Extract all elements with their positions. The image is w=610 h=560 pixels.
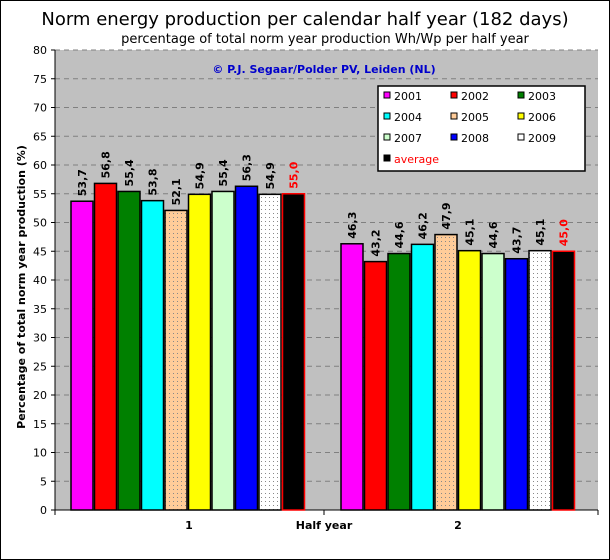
legend-label-2001: 2001 bbox=[394, 90, 422, 103]
y-tick-label: 55 bbox=[33, 188, 47, 201]
legend bbox=[377, 85, 586, 172]
data-label: 56,8 bbox=[100, 151, 113, 178]
legend-label-2006: 2006 bbox=[528, 111, 556, 124]
bar-2009-2 bbox=[528, 249, 552, 511]
bar-2002-2 bbox=[363, 260, 388, 511]
data-label: 54,9 bbox=[194, 162, 207, 189]
bar-average-2 bbox=[551, 250, 576, 511]
chart-title: Norm energy production per calendar half… bbox=[41, 9, 569, 30]
legend-label-2008: 2008 bbox=[461, 132, 489, 145]
bar-2005-1 bbox=[164, 209, 188, 511]
data-label: 53,8 bbox=[147, 169, 160, 196]
bar-average-1 bbox=[281, 193, 306, 511]
bar-2002-1 bbox=[93, 182, 118, 511]
data-label: 44,6 bbox=[393, 221, 406, 248]
data-label: 46,2 bbox=[417, 212, 430, 239]
legend-swatch-2007 bbox=[383, 133, 391, 141]
legend-label-average: average bbox=[394, 153, 439, 166]
bar-2003-1 bbox=[117, 190, 141, 511]
data-label: 55,4 bbox=[123, 159, 136, 186]
bar-2008-1 bbox=[234, 185, 259, 511]
x-tick-label: 1 bbox=[185, 519, 193, 532]
data-label: 45,1 bbox=[464, 219, 477, 246]
bar-2006-2 bbox=[457, 249, 482, 511]
data-label: 55,4 bbox=[217, 159, 230, 186]
bar-2007-2 bbox=[481, 252, 505, 511]
y-tick-label: 65 bbox=[33, 130, 47, 143]
bar-2007-1 bbox=[211, 190, 235, 511]
legend-label-2003: 2003 bbox=[528, 90, 556, 103]
x-axis-label: Half year bbox=[296, 519, 353, 532]
legend-swatch-2009 bbox=[517, 133, 525, 141]
bar-2004-1 bbox=[140, 199, 165, 511]
data-label: 54,9 bbox=[264, 162, 277, 189]
legend-label-2009: 2009 bbox=[528, 132, 556, 145]
legend-swatch-average bbox=[383, 154, 391, 162]
data-label: 46,3 bbox=[346, 212, 359, 239]
y-tick-label: 10 bbox=[33, 447, 47, 460]
bar-2001-1 bbox=[70, 200, 94, 511]
y-tick-label: 35 bbox=[33, 303, 47, 316]
data-label: 43,7 bbox=[511, 227, 524, 254]
data-label: 52,1 bbox=[170, 178, 183, 205]
y-tick-label: 80 bbox=[33, 44, 47, 57]
bar-2006-1 bbox=[187, 193, 212, 511]
y-tick-label: 25 bbox=[33, 360, 47, 373]
legend-label-2004: 2004 bbox=[394, 111, 422, 124]
data-label: 56,3 bbox=[241, 154, 254, 181]
y-tick-label: 45 bbox=[33, 245, 47, 258]
bar-2005-2 bbox=[434, 233, 458, 511]
legend-label-2007: 2007 bbox=[394, 132, 422, 145]
y-tick-label: 70 bbox=[33, 102, 47, 115]
bar-2001-2 bbox=[340, 243, 364, 511]
y-tick-label: 5 bbox=[40, 475, 47, 488]
bar-2004-2 bbox=[410, 243, 435, 511]
legend-label-2005: 2005 bbox=[461, 111, 489, 124]
copyright-annotation: © P.J. Segaar/Polder PV, Leiden (NL) bbox=[212, 63, 435, 76]
legend-swatch-2008 bbox=[450, 133, 458, 141]
legend-swatch-2006 bbox=[517, 112, 525, 120]
y-tick-label: 60 bbox=[33, 159, 47, 172]
chart-subtitle: percentage of total norm year production… bbox=[121, 32, 529, 47]
y-tick-label: 30 bbox=[33, 332, 47, 345]
legend-swatch-2002 bbox=[450, 91, 458, 99]
legend-label-2002: 2002 bbox=[461, 90, 489, 103]
y-tick-label: 15 bbox=[33, 418, 47, 431]
y-axis-label: Percentage of total norm year production… bbox=[15, 145, 28, 429]
data-label: 55,0 bbox=[288, 161, 301, 188]
data-label: 47,9 bbox=[440, 202, 453, 229]
bar-2009-1 bbox=[258, 193, 282, 511]
data-label: 53,7 bbox=[76, 169, 89, 196]
y-tick-label: 20 bbox=[33, 389, 47, 402]
data-label: 45,0 bbox=[558, 219, 571, 246]
x-tick-label: 2 bbox=[454, 519, 462, 532]
y-tick-label: 0 bbox=[40, 504, 47, 517]
data-label: 44,6 bbox=[487, 221, 500, 248]
data-label: 43,2 bbox=[370, 229, 383, 256]
legend-swatch-2005 bbox=[450, 112, 458, 120]
legend-swatch-2003 bbox=[517, 91, 525, 99]
legend-swatch-2004 bbox=[383, 112, 391, 120]
y-tick-label: 50 bbox=[33, 217, 47, 230]
legend-swatch-2001 bbox=[383, 91, 391, 99]
y-tick-label: 75 bbox=[33, 73, 47, 86]
data-label: 45,1 bbox=[534, 219, 547, 246]
bar-2003-2 bbox=[387, 252, 411, 511]
bar-2008-2 bbox=[504, 257, 529, 511]
y-tick-label: 40 bbox=[33, 274, 47, 287]
